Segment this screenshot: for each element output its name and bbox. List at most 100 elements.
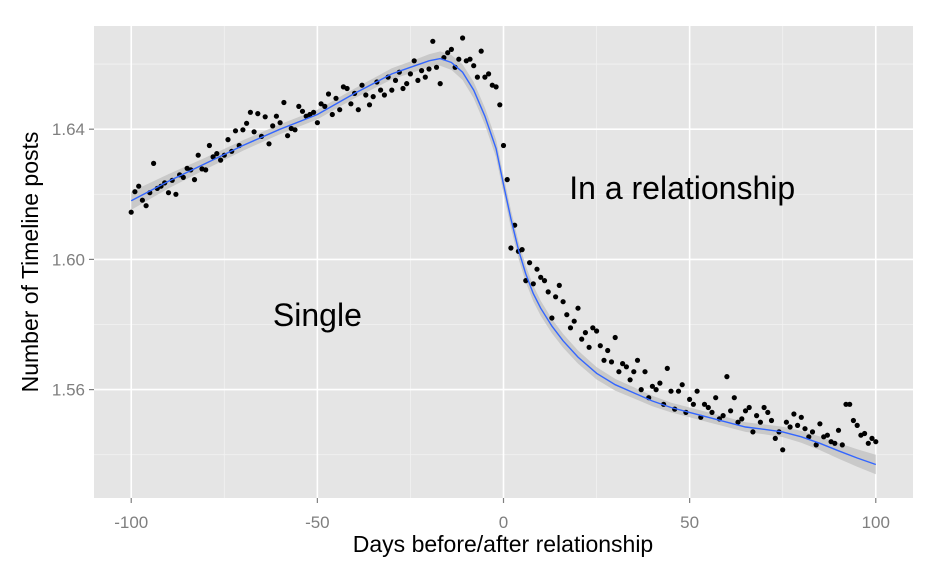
data-point	[556, 282, 562, 288]
data-point	[590, 325, 596, 331]
data-point	[768, 417, 775, 424]
data-point	[363, 92, 369, 98]
data-point	[705, 404, 711, 411]
data-point	[370, 94, 376, 100]
data-point	[709, 409, 715, 415]
data-point	[560, 299, 566, 305]
data-point	[251, 129, 257, 135]
data-point	[597, 343, 603, 349]
data-point	[657, 380, 663, 386]
annotation-label: In a relationship	[569, 170, 795, 206]
data-point	[478, 48, 484, 54]
smooth-line	[130, 57, 877, 466]
data-point	[612, 334, 618, 341]
data-point	[311, 109, 317, 115]
data-point	[333, 95, 339, 101]
y-tick-label: 1.60	[52, 250, 85, 269]
data-point	[460, 35, 466, 41]
data-point	[843, 401, 849, 407]
data-point	[322, 103, 328, 109]
data-point	[668, 388, 674, 394]
data-point	[437, 81, 443, 87]
data-point	[255, 111, 261, 117]
data-point	[407, 71, 413, 77]
data-point	[549, 315, 555, 321]
data-point	[690, 401, 697, 407]
x-axis-title: Days before/after relationship	[353, 531, 653, 557]
data-point	[262, 114, 268, 120]
y-tick-label: 1.56	[52, 381, 85, 400]
data-point	[605, 347, 611, 354]
data-point	[634, 357, 641, 363]
data-point	[567, 325, 574, 331]
data-point	[270, 123, 276, 129]
data-point	[314, 120, 320, 126]
data-point	[575, 305, 581, 311]
x-axis-ticks: -100 -50 0 50 100	[114, 498, 890, 532]
data-point	[430, 38, 436, 44]
data-point	[687, 396, 693, 402]
data-point	[809, 429, 816, 435]
data-point	[448, 46, 454, 53]
data-point	[530, 281, 536, 287]
data-point	[392, 77, 399, 83]
data-point	[594, 328, 600, 334]
data-point	[426, 66, 432, 72]
data-point	[638, 387, 644, 393]
data-point	[742, 408, 749, 414]
data-point	[329, 111, 335, 118]
data-point	[497, 102, 503, 108]
data-point	[471, 63, 477, 69]
data-point	[653, 387, 659, 393]
data-point	[783, 419, 790, 425]
data-point	[366, 102, 373, 108]
data-point	[724, 374, 730, 380]
data-point	[344, 85, 350, 92]
data-point	[862, 430, 868, 437]
x-tick-label: 50	[680, 513, 699, 532]
data-point	[389, 87, 395, 93]
data-point	[835, 427, 842, 433]
data-point	[508, 245, 514, 251]
data-point	[839, 442, 845, 448]
data-point	[538, 274, 544, 280]
y-axis-ticks: 1.56 1.60 1.64	[52, 120, 94, 400]
data-point	[649, 383, 656, 389]
data-point	[601, 357, 607, 363]
data-point	[728, 408, 734, 414]
data-point	[486, 71, 492, 77]
data-point	[143, 203, 149, 209]
data-point	[746, 404, 752, 411]
data-point	[400, 85, 406, 92]
data-point	[586, 344, 592, 350]
data-point	[623, 364, 630, 370]
data-point	[739, 416, 745, 422]
data-point	[378, 87, 384, 93]
data-point	[731, 395, 737, 401]
data-point	[772, 435, 778, 441]
data-point	[500, 142, 507, 149]
data-point	[631, 369, 637, 375]
data-point	[720, 413, 726, 419]
data-point	[765, 409, 771, 415]
data-point	[564, 312, 570, 318]
scatter-points	[128, 35, 879, 453]
data-point	[854, 422, 860, 428]
x-tick-label: -100	[114, 513, 148, 532]
data-point	[266, 141, 272, 147]
data-point	[616, 369, 622, 375]
data-point	[299, 108, 306, 114]
data-point	[381, 92, 387, 98]
annotations: Single In a relationship	[273, 170, 795, 333]
data-point	[359, 82, 365, 88]
data-point	[225, 137, 231, 143]
data-point	[791, 411, 797, 417]
data-point	[527, 260, 533, 266]
data-point	[195, 152, 201, 158]
data-point	[422, 74, 428, 80]
data-point	[482, 74, 488, 80]
data-point	[281, 99, 287, 106]
data-point	[415, 77, 421, 83]
data-point	[296, 103, 302, 109]
